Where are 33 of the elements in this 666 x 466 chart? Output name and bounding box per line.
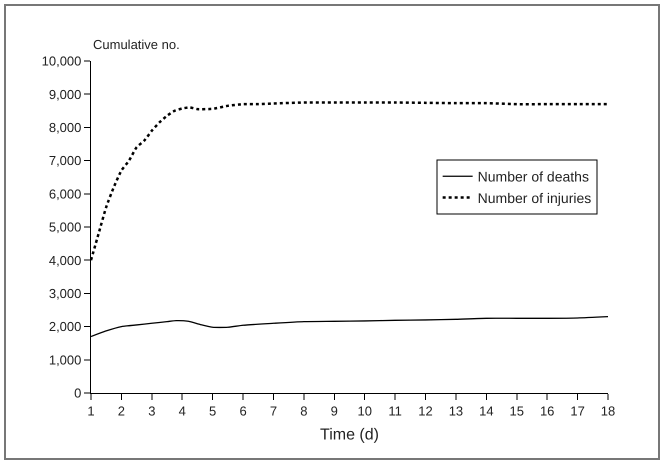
y-tick-label: 8,000	[48, 120, 82, 135]
y-tick-label: 9,000	[48, 86, 82, 102]
x-tick-label: 1	[87, 404, 95, 419]
y-tick-label: 7,000	[48, 153, 82, 168]
legend-label: Number of injuries	[478, 190, 592, 206]
x-tick-label: 5	[209, 404, 216, 419]
y-tick-label: 4,000	[48, 252, 82, 268]
x-tick-label: 11	[388, 404, 402, 419]
y-tick-label: 1,000	[48, 352, 82, 368]
x-tick-label: 15	[510, 404, 524, 419]
y-tick-label: 3,000	[48, 286, 82, 301]
y-tick-label: 2,000	[48, 319, 82, 334]
y-axis-title: Cumulative no.	[93, 37, 180, 52]
x-tick-label: 18	[600, 404, 616, 419]
y-tick-label: 10,000	[42, 54, 82, 69]
x-tick-label: 14	[479, 404, 494, 419]
x-tick-label: 4	[178, 404, 186, 419]
x-tick-label: 10	[357, 404, 372, 419]
legend-label: Number of deaths	[478, 168, 589, 185]
x-tick-label: 2	[118, 404, 126, 419]
x-axis-title: Time (d)	[320, 426, 379, 444]
x-tick-label: 17	[570, 404, 585, 419]
x-tick-label: 7	[270, 404, 278, 419]
x-tick-label: 16	[540, 404, 554, 419]
y-tick-label: 0	[74, 386, 82, 401]
x-tick-label: 3	[148, 404, 156, 419]
x-tick-label: 6	[239, 404, 247, 419]
x-tick-label: 9	[330, 404, 338, 419]
x-tick-label: 13	[448, 404, 464, 419]
x-tick-label: 8	[300, 404, 308, 419]
y-tick-label: 6,000	[48, 186, 82, 202]
y-tick-label: 5,000	[48, 220, 82, 235]
x-tick-label: 12	[418, 404, 433, 419]
